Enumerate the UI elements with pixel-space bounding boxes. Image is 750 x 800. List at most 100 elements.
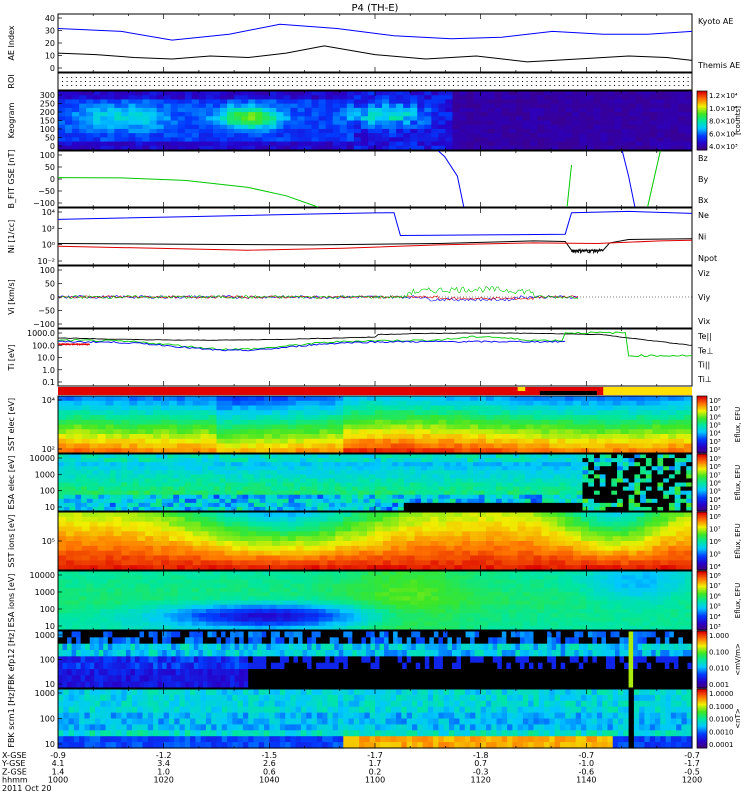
roi-dot	[213, 81, 215, 82]
heatmap-cell	[346, 103, 355, 109]
heatmap-cell	[596, 405, 606, 411]
heatmap-cell	[288, 458, 295, 463]
heatmap-cell	[565, 458, 572, 463]
heatmap-cell	[445, 107, 454, 113]
heatmap-cell	[190, 474, 197, 480]
heatmap-cell	[224, 405, 233, 411]
heatmap-cell	[167, 494, 174, 500]
heatmap-cell	[686, 490, 693, 496]
heatmap-cell	[168, 448, 178, 454]
heatmap-cell	[161, 521, 170, 528]
heatmap-cell	[132, 454, 140, 459]
heatmap-cell	[168, 410, 178, 416]
heatmap-cell	[75, 502, 82, 508]
heatmap-cell	[382, 99, 390, 105]
heatmap-cell	[536, 478, 543, 484]
heatmap-cell	[65, 536, 75, 542]
heatmap-cell	[360, 91, 369, 96]
heatmap-cell	[153, 541, 162, 547]
heatmap-cell	[107, 99, 115, 105]
heatmap-cell	[558, 107, 566, 113]
roi-dot	[351, 77, 353, 78]
heatmap-cell	[576, 494, 584, 500]
heatmap-cell	[262, 99, 270, 105]
heatmap-cell	[105, 531, 115, 537]
heatmap-cell	[227, 107, 235, 113]
keogram-colorbar-cell	[697, 111, 707, 114]
roi-dot	[402, 81, 404, 82]
heatmap-cell	[473, 145, 482, 151]
heatmap-cell	[300, 506, 307, 512]
esa-e-colorbar-cell	[697, 468, 707, 471]
heatmap-cell	[684, 410, 693, 416]
heatmap-cell	[184, 560, 194, 566]
roi-dot	[439, 81, 441, 82]
heatmap-cell	[89, 555, 99, 561]
heatmap-cell	[524, 454, 532, 459]
heatmap-cell	[549, 419, 558, 426]
heatmap-cell	[176, 448, 186, 454]
heatmap-cell	[63, 498, 71, 504]
heatmap-cell	[89, 565, 99, 571]
heatmap-cell	[620, 438, 630, 445]
heatmap-cell	[390, 400, 400, 407]
heatmap-cell	[363, 470, 370, 475]
heatmap-cell	[380, 458, 388, 463]
roi-dot	[568, 81, 569, 82]
heatmap-cell	[129, 560, 138, 566]
heatmap-cell	[79, 128, 87, 134]
heatmap-cell	[367, 133, 376, 138]
heatmap-cell	[346, 462, 353, 467]
heatmap-cell	[121, 494, 128, 500]
heatmap-cell	[176, 400, 186, 407]
heatmap-cell	[651, 454, 659, 459]
heatmap-cell	[72, 112, 80, 117]
heatmap-cell	[426, 494, 434, 500]
heatmap-cell	[104, 478, 111, 484]
heatmap-cell	[386, 490, 393, 496]
heatmap-cell	[323, 474, 330, 480]
heatmap-cell	[415, 462, 422, 467]
heatmap-cell	[487, 116, 496, 122]
heatmap-cell	[277, 506, 284, 512]
heatmap-cell	[259, 482, 267, 488]
heatmap-cell	[97, 545, 107, 552]
heatmap-cell	[549, 396, 558, 402]
heatmap-cell	[557, 448, 566, 454]
heatmap-cell	[163, 137, 172, 143]
roi-dot	[236, 81, 238, 82]
heatmap-cell	[432, 502, 439, 508]
heatmap-cell	[645, 494, 653, 500]
heatmap-cell	[65, 95, 73, 101]
heatmap-cell	[455, 498, 463, 504]
sst-e-colorbar-cell	[697, 435, 707, 438]
heatmap-cell	[343, 424, 352, 430]
heatmap-cell	[282, 506, 290, 512]
heatmap-cell	[163, 133, 172, 138]
heatmap-cell	[65, 107, 73, 113]
esa-e-colorbar-cell	[697, 506, 707, 509]
keogram-colorbar-cell	[697, 139, 707, 142]
heatmap-cell	[173, 478, 180, 484]
heatmap-cell	[311, 434, 321, 440]
heatmap-cell	[81, 502, 88, 508]
heatmap-cell	[138, 482, 146, 488]
heatmap-cell	[551, 112, 559, 117]
heatmap-cell	[684, 128, 693, 134]
heatmap-cell	[225, 462, 232, 467]
heatmap-cell	[150, 498, 157, 504]
heatmap-cell	[573, 448, 582, 454]
heatmap-cell	[382, 429, 392, 435]
heatmap-cell	[517, 405, 527, 411]
heatmap-cell	[628, 462, 635, 467]
heatmap-cell	[225, 482, 232, 488]
heatmap-cell	[684, 116, 693, 122]
heatmap-cell	[339, 145, 348, 151]
heatmap-cell	[472, 498, 480, 504]
heatmap-cell	[415, 482, 422, 488]
heatmap-cell	[634, 506, 641, 512]
heatmap-cell	[93, 141, 101, 147]
heatmap-cell	[97, 396, 107, 402]
heatmap-cell	[63, 502, 71, 508]
heatmap-cell	[135, 91, 144, 96]
